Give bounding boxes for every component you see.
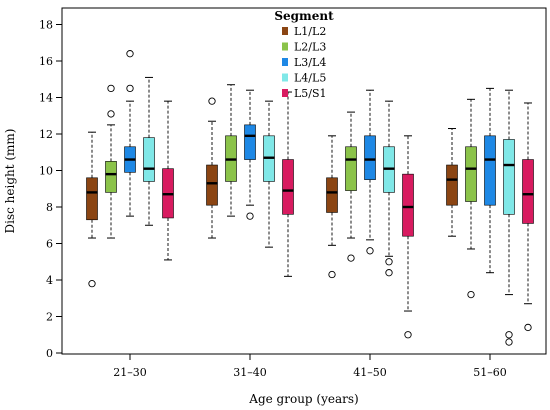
- y-tick-label: 18: [39, 19, 53, 32]
- x-axis: 21–30 31–40 41–50 51–60: [113, 354, 507, 379]
- box-l2-l3-group-4: [465, 98, 477, 299]
- y-tick-label: 14: [39, 92, 53, 105]
- box-body: [484, 135, 496, 206]
- box-l1-l2-group-1: [86, 131, 98, 288]
- box-l2-l3-group-3: [345, 111, 357, 262]
- legend-swatch: [282, 73, 288, 82]
- box-l4-l5-group-1: [143, 76, 155, 226]
- plot-frame: [61, 7, 547, 355]
- box-l1-l2-group-2: [206, 97, 218, 239]
- y-tick-label: 6: [46, 238, 53, 251]
- outlier-point: [328, 270, 336, 279]
- legend-title: Segment: [274, 9, 334, 23]
- y-tick-label: 10: [39, 165, 53, 178]
- box-body: [244, 124, 256, 160]
- box-l5-s1-group-4: [522, 102, 534, 332]
- x-tick-label: 51–60: [473, 366, 507, 379]
- y-tick-label: 4: [46, 274, 53, 287]
- legend-swatch: [282, 27, 288, 35]
- box-l3-l4-group-2: [244, 89, 256, 220]
- x-axis-label: Age group (years): [248, 392, 358, 406]
- legend-label: L1/L2: [294, 25, 326, 38]
- outlier-point: [208, 97, 216, 105]
- outlier-point: [505, 338, 513, 346]
- box-body: [446, 164, 458, 206]
- y-tick-label: 12: [39, 128, 53, 141]
- outlier-point: [385, 258, 393, 266]
- legend-label: L3/L4: [294, 56, 326, 69]
- box-body: [465, 146, 477, 202]
- box-l3-l4-group-3: [364, 89, 376, 255]
- x-tick-label: 41–50: [353, 366, 387, 379]
- box-series: [86, 50, 534, 346]
- y-tick-label: 8: [46, 201, 53, 214]
- box-l1-l2-group-4: [446, 128, 458, 237]
- outlier-point: [126, 84, 134, 93]
- box-l2-l3-group-2: [225, 84, 237, 217]
- outlier-point: [404, 331, 412, 339]
- outlier-point: [246, 212, 254, 220]
- legend-label: L5/S1: [294, 87, 327, 100]
- y-axis: 0 2 4 6 8 10 12 14 16 18: [39, 19, 62, 360]
- outlier-point: [524, 323, 532, 332]
- outlier-point: [505, 331, 513, 339]
- legend-label: L4/L5: [294, 72, 326, 85]
- outlier-point: [366, 247, 374, 255]
- box-l5-s1-group-3: [402, 135, 414, 339]
- outlier-point: [347, 254, 355, 262]
- box-body: [282, 159, 294, 215]
- box-l5-s1-group-2: [282, 91, 294, 277]
- x-tick-label: 31–40: [233, 366, 267, 379]
- y-tick-label: 0: [46, 347, 53, 360]
- legend-swatch: [282, 58, 288, 66]
- outlier-point: [107, 84, 115, 93]
- box-body: [503, 139, 515, 215]
- box-body: [86, 177, 98, 221]
- box-l2-l3-group-1: [105, 84, 117, 239]
- outlier-point: [107, 110, 115, 118]
- outlier-point: [88, 279, 96, 288]
- box-l4-l5-group-3: [383, 100, 395, 277]
- box-l5-s1-group-1: [162, 100, 174, 261]
- box-l1-l2-group-3: [326, 135, 338, 279]
- legend-swatch: [282, 89, 288, 97]
- y-axis-label: Disc height (mm): [3, 129, 17, 234]
- box-body: [364, 135, 376, 180]
- y-tick-label: 2: [46, 311, 53, 324]
- box-l3-l4-group-1: [124, 50, 136, 217]
- legend-swatch: [282, 42, 288, 51]
- outlier-point: [385, 269, 393, 277]
- box-body: [143, 137, 155, 182]
- outlier-point: [467, 290, 475, 299]
- box-l4-l5-group-4: [503, 89, 515, 346]
- box-l3-l4-group-4: [484, 87, 496, 274]
- box-l4-l5-group-2: [263, 100, 275, 248]
- legend: Segment L1/L2 L2/L3 L3/L4 L4/L5 L5/S1: [274, 9, 334, 100]
- legend-label: L2/L3: [294, 41, 326, 54]
- outlier-point: [126, 50, 134, 58]
- box-body: [105, 161, 117, 193]
- box-body: [522, 159, 534, 224]
- box-body: [402, 173, 414, 237]
- box-body: [206, 164, 218, 206]
- box-body: [345, 146, 357, 191]
- box-body: [326, 177, 338, 213]
- x-tick-label: 21–30: [113, 366, 147, 379]
- y-tick-label: 16: [39, 55, 53, 68]
